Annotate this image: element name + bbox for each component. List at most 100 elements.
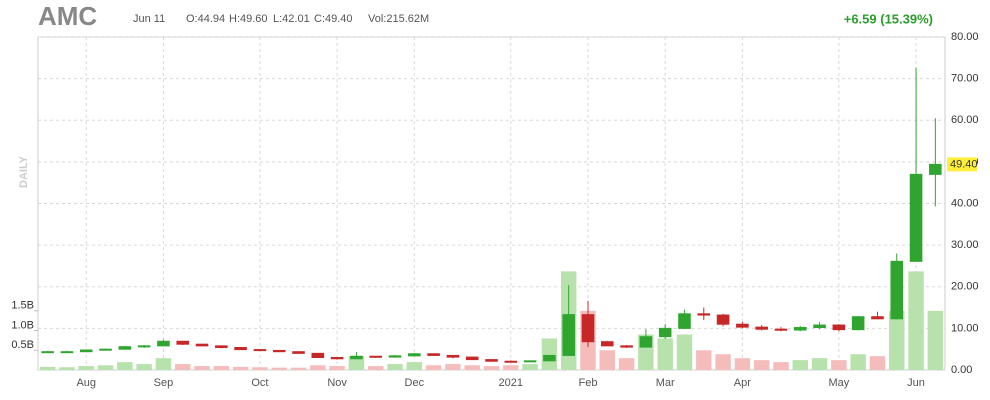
volume-bar <box>734 358 751 370</box>
candle-body <box>697 313 711 316</box>
candle-body <box>678 313 691 329</box>
last-price-label: 49.40 <box>950 158 978 170</box>
date: Jun 11 <box>133 13 165 25</box>
open: O:44.94 <box>186 13 225 25</box>
candle-body <box>369 355 383 358</box>
volume-bar <box>348 356 365 370</box>
x-tick-label: Jun <box>907 377 925 389</box>
candle-body <box>581 314 595 343</box>
candle-body <box>755 326 768 330</box>
volume-bar <box>78 366 94 370</box>
volume-tick-label: 1.5B <box>11 300 34 312</box>
volume-bar <box>792 360 808 370</box>
y-tick-label: 10.00 <box>951 322 979 334</box>
volume-bar <box>310 365 326 370</box>
candle-body <box>523 360 537 363</box>
candle-body <box>253 349 267 352</box>
candle-body <box>99 348 112 351</box>
y-tick-label: 0.00 <box>951 364 972 376</box>
volume-bar <box>445 364 461 370</box>
candle-body <box>41 351 54 354</box>
volume-bar <box>175 364 191 370</box>
x-tick-label: Feb <box>579 377 598 389</box>
volume-bar <box>483 366 500 370</box>
volume-bar <box>618 358 635 370</box>
volume-bar <box>599 350 616 370</box>
volume-bar <box>59 367 75 370</box>
volume-bar <box>252 367 268 370</box>
volume-bar <box>908 271 924 370</box>
x-tick-label: Oct <box>251 377 268 389</box>
volume-bar <box>387 364 403 370</box>
candle-body <box>832 324 846 331</box>
candle-body <box>408 353 421 357</box>
x-tick-label: Sep <box>154 377 174 389</box>
volume-bar <box>39 366 56 370</box>
y-tick-label: 60.00 <box>951 114 979 126</box>
candle-body <box>504 360 518 363</box>
candle-body <box>716 314 730 325</box>
candle-body <box>137 345 151 348</box>
candle-body <box>292 351 305 354</box>
volume-bar <box>117 362 133 370</box>
last-price-box <box>947 157 977 172</box>
x-tick-label: Aug <box>76 377 96 389</box>
y-tick-label: 70.00 <box>951 73 979 85</box>
volume-bar <box>889 310 905 370</box>
volume-bar <box>97 365 114 370</box>
volume-bar <box>657 338 673 370</box>
x-tick-label: Nov <box>327 377 347 389</box>
candle-body <box>234 347 247 351</box>
candle-body <box>871 316 884 320</box>
candle-body <box>79 349 93 353</box>
y-tick-label: 80.00 <box>951 31 979 43</box>
y-tick-label: 30.00 <box>951 239 979 251</box>
volume-bar <box>869 356 886 370</box>
candle-body <box>600 341 614 347</box>
candle-body <box>658 327 672 338</box>
candle-body <box>176 340 190 345</box>
volume-text: Vol:215.62M <box>368 13 429 25</box>
volume-bar <box>155 358 172 370</box>
labels: 0.0010.0020.0030.0040.0050.0060.0070.008… <box>11 31 978 389</box>
volume-bar <box>425 365 442 370</box>
low: L:42.01 <box>273 13 310 25</box>
y-tick-label: 40.00 <box>951 197 979 209</box>
candle-body <box>774 328 788 331</box>
change: +6.59 (15.39%) <box>844 11 933 26</box>
timeframe: DAILY <box>18 155 30 188</box>
y-tick-label: 20.00 <box>951 281 979 293</box>
candle-body <box>215 345 228 349</box>
candle-body <box>543 354 556 362</box>
volume-bar <box>676 334 693 370</box>
candle-body <box>388 355 402 358</box>
volume-bar <box>503 365 519 370</box>
candle-body <box>639 336 653 348</box>
candle-body <box>736 323 749 328</box>
candle-body <box>195 343 209 347</box>
candle-body <box>311 352 325 359</box>
volume-tick-label: 0.5B <box>11 339 34 351</box>
candle-body <box>446 354 460 358</box>
candle-body <box>890 260 904 320</box>
volume-bar <box>329 366 345 370</box>
candle-body <box>562 314 575 356</box>
candle-body <box>427 353 440 356</box>
volume-bar <box>136 364 152 370</box>
volume-bar <box>213 366 230 370</box>
volume-bar <box>715 354 731 370</box>
volume-bar <box>290 367 307 370</box>
candle-body <box>465 356 479 361</box>
volume-bar <box>696 350 712 370</box>
volume-bar <box>464 365 480 370</box>
volume-bar <box>927 310 944 370</box>
x-tick-label: 2021 <box>499 377 523 389</box>
volume-bar <box>541 338 558 370</box>
candle-body <box>272 349 286 353</box>
candle-body <box>157 340 170 347</box>
volume-bar <box>753 360 770 370</box>
volume-tick-label: 1.0B <box>11 319 34 331</box>
volume-bar <box>194 366 210 370</box>
